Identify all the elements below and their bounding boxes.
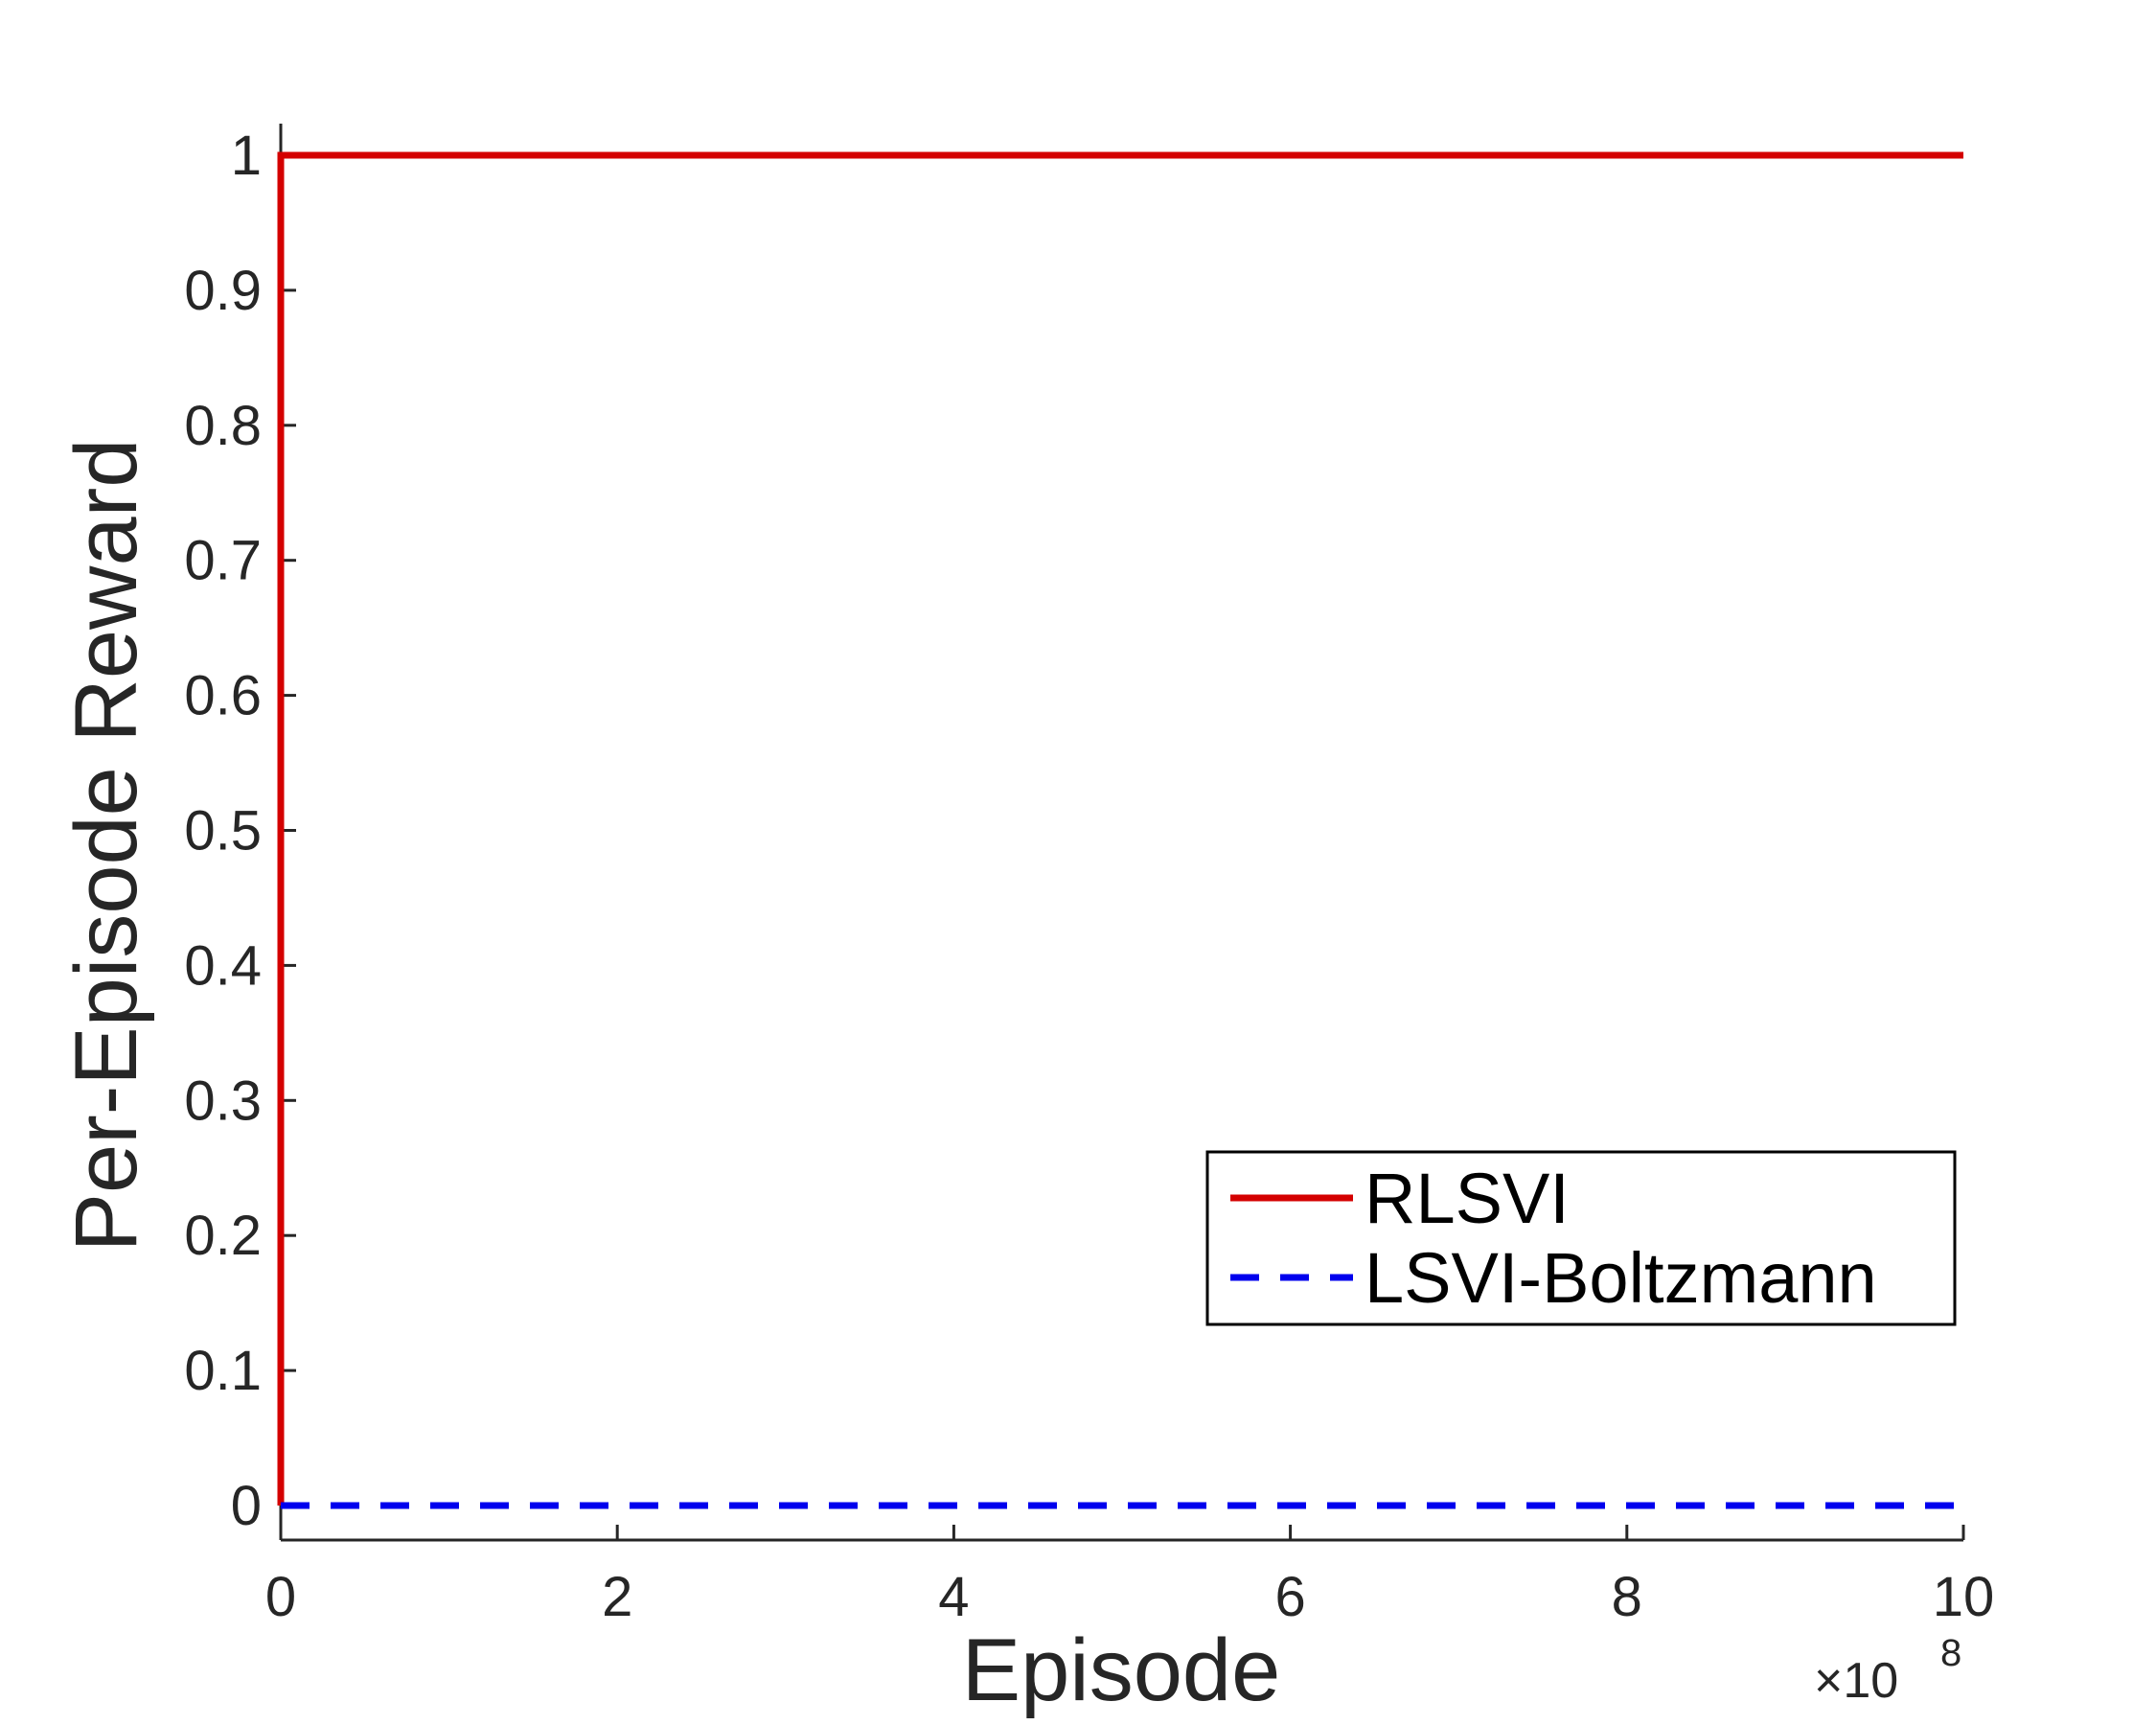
x-tick-label: 2 (602, 1566, 632, 1628)
y-axis-ticks: 0 0.1 0.2 0.3 0.4 0.5 0.6 0.7 0.8 0.9 1 (184, 125, 296, 1537)
axes (279, 124, 1963, 1542)
x-multiplier-base: ×10 (1814, 1653, 1898, 1709)
y-tick-label: 0.1 (184, 1340, 262, 1402)
legend: RLSVI LSVI-Boltzmann (1205, 1150, 1957, 1326)
y-tick-label: 0.3 (184, 1070, 262, 1132)
legend-box (1205, 1150, 1957, 1326)
x-tick-label: 4 (938, 1566, 969, 1628)
y-tick-label: 0 (231, 1475, 262, 1537)
y-tick-label: 0.9 (184, 260, 262, 322)
x-axis-title: Episode (962, 1622, 1280, 1719)
y-tick-label: 1 (231, 125, 262, 187)
y-tick-label: 0.5 (184, 800, 262, 862)
x-tick-label: 6 (1274, 1566, 1305, 1628)
legend-label-lsvi-boltzmann: LSVI-Boltzmann (1365, 1238, 1877, 1318)
x-tick-label: 0 (265, 1566, 296, 1628)
x-axis-multiplier: ×10 8 (1814, 1632, 1961, 1709)
y-tick-label: 0.7 (184, 530, 262, 592)
y-tick-label: 0.8 (184, 395, 262, 457)
y-tick-label: 0.2 (184, 1205, 262, 1267)
plot-series (277, 151, 1963, 1509)
x-multiplier-exponent: 8 (1940, 1632, 1961, 1674)
x-tick-label: 8 (1612, 1566, 1642, 1628)
legend-label-rlsvi: RLSVI (1365, 1159, 1570, 1238)
y-tick-label: 0.4 (184, 934, 262, 997)
series-line-rlsvi (277, 151, 1963, 1506)
y-axis-title: Per-Episode Reward (57, 439, 155, 1253)
x-tick-label: 10 (1933, 1566, 1995, 1628)
x-axis-ticks: 0 2 4 6 8 10 (265, 1525, 1994, 1628)
y-tick-label: 0.6 (184, 665, 262, 727)
